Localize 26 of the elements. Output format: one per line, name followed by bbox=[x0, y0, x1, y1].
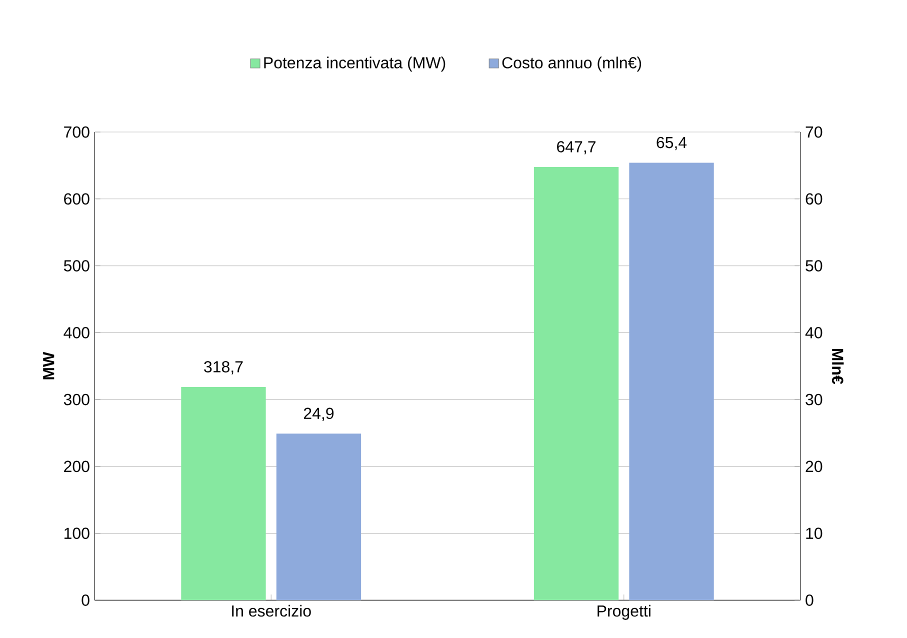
y-axis-title: MW bbox=[43, 352, 54, 380]
legend-label: Potenza incentivata (MW) bbox=[264, 56, 446, 72]
y-tick-label: 400 bbox=[64, 327, 90, 339]
y2-tick-label: 20 bbox=[806, 461, 822, 472]
y2-tick-label: 30 bbox=[806, 394, 822, 406]
legend-label: Costo annuo (mln€) bbox=[502, 56, 642, 72]
y2-axis-title: Mln€ bbox=[832, 349, 844, 384]
data-label: 647,7 bbox=[557, 141, 596, 155]
y-tick-label: 100 bbox=[64, 528, 90, 540]
x-tick-label: In esercizio bbox=[232, 605, 311, 617]
x-tick-label: Progetti bbox=[598, 605, 650, 620]
y2-tick-label: 10 bbox=[806, 528, 822, 540]
y2-tick-label: 50 bbox=[806, 260, 822, 272]
y2-tick-label: 60 bbox=[806, 193, 822, 205]
y2-tick-label: 0 bbox=[806, 594, 814, 606]
data-label: 24,9 bbox=[304, 408, 334, 422]
y2-tick-label: 70 bbox=[806, 126, 822, 138]
data-label: 65,4 bbox=[656, 137, 687, 150]
y-tick-label: 0 bbox=[82, 594, 90, 606]
y-tick-label: 700 bbox=[64, 126, 90, 138]
data-label: 318,7 bbox=[204, 361, 243, 375]
y-tick-label: 600 bbox=[64, 193, 90, 205]
y-tick-label: 300 bbox=[64, 394, 90, 406]
y-tick-label: 200 bbox=[64, 461, 90, 472]
y-tick-label: 500 bbox=[64, 260, 90, 272]
y2-tick-label: 40 bbox=[805, 327, 822, 339]
